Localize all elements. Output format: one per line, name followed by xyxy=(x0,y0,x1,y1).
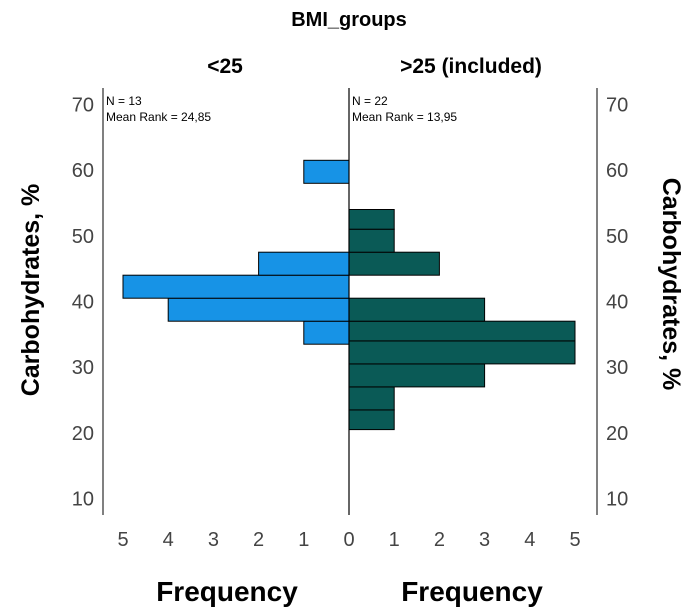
right-y-tick-50: 50 xyxy=(606,226,628,248)
right-x-tick-2: 2 xyxy=(434,529,445,551)
left-y-tick-20: 20 xyxy=(72,423,94,445)
left-bar-3 xyxy=(258,251,350,276)
right-x-tick-1: 1 xyxy=(389,529,400,551)
right-bar-6 xyxy=(348,251,440,276)
right-bar-7 xyxy=(348,228,395,253)
right-panel-title: >25 (included) xyxy=(400,55,542,78)
left-x-tick-3: 3 xyxy=(208,529,219,551)
left-panel-title: <25 xyxy=(207,55,243,78)
right-y-tick-20: 20 xyxy=(606,423,628,445)
right-x-tick-3: 3 xyxy=(479,529,490,551)
right-x-tick-5: 5 xyxy=(569,529,580,551)
left-y-tick-30: 30 xyxy=(72,357,94,379)
right-y-tick-70: 70 xyxy=(606,94,628,116)
right-x-axis-label: Frequency xyxy=(401,576,543,607)
right-x-tick-4: 4 xyxy=(524,529,535,551)
left-y-tick-10: 10 xyxy=(72,489,94,511)
right-annotation-rank: Mean Rank = 13,95 xyxy=(352,110,457,124)
left-annotation-rank: Mean Rank = 24,85 xyxy=(106,110,211,124)
right-bar-3 xyxy=(348,340,576,365)
left-x-tick-1: 1 xyxy=(298,529,309,551)
right-y-tick-40: 40 xyxy=(606,292,628,314)
right-bar-2 xyxy=(348,363,486,388)
left-y-axis-label: Carbohydrates, % xyxy=(17,184,45,397)
left-y-tick-60: 60 xyxy=(72,160,94,182)
left-x-tick-5: 5 xyxy=(117,529,128,551)
right-bar-5 xyxy=(348,297,486,322)
left-bar-1 xyxy=(167,297,350,322)
left-x-tick-4: 4 xyxy=(163,529,174,551)
left-bar-0 xyxy=(303,320,350,345)
chart-title: BMI_groups xyxy=(291,9,407,31)
right-y-tick-10: 10 xyxy=(606,489,628,511)
left-x-axis-label: Frequency xyxy=(156,576,298,607)
left-bar-4 xyxy=(303,159,350,184)
ticks-layer: 10 10 20 20 30 30 40 40 50 50 60 60 70 70 0 1 1 2 2 3 3 4 4 5 5 xyxy=(72,94,629,551)
right-y-tick-30: 30 xyxy=(606,357,628,379)
right-annotation-n: N = 22 xyxy=(352,94,388,108)
left-y-tick-50: 50 xyxy=(72,226,94,248)
left-y-tick-70: 70 xyxy=(72,94,94,116)
left-x-tick-2: 2 xyxy=(253,529,264,551)
left-annotation-n: N = 13 xyxy=(106,94,142,108)
right-y-tick-60: 60 xyxy=(606,160,628,182)
center-x-tick-0: 0 xyxy=(343,529,354,551)
right-y-axis-label: Carbohydrates, % xyxy=(657,178,685,391)
right-bar-1 xyxy=(348,386,395,411)
right-bar-4 xyxy=(348,320,576,342)
right-bar-8 xyxy=(348,209,395,230)
left-bar-2 xyxy=(122,274,350,299)
right-bar-0 xyxy=(348,409,395,431)
left-y-tick-40: 40 xyxy=(72,292,94,314)
